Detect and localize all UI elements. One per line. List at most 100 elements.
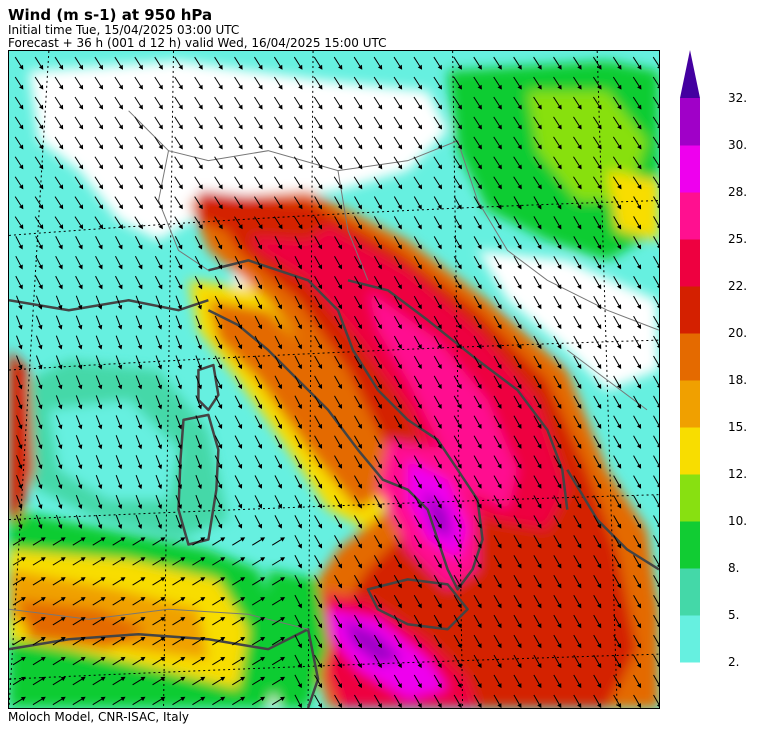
wind-arrow-head: [58, 84, 64, 90]
wind-arrow-head: [118, 124, 124, 130]
wind-arrow-head: [477, 523, 482, 529]
wind-arrow-head: [297, 463, 302, 469]
wind-arrow-head: [417, 104, 423, 110]
wind-arrow-head: [357, 663, 362, 669]
wind-arrow-head: [517, 324, 522, 330]
wind-arrow-head: [237, 443, 243, 449]
wind-arrow-head: [537, 403, 542, 409]
wind-arrow-head: [238, 164, 243, 170]
wind-arrow-head: [437, 623, 442, 629]
wind-arrow-head: [277, 304, 282, 310]
wind-arrow-head: [497, 643, 502, 649]
wind-arrow-head: [477, 703, 482, 708]
wind-arrow-head: [120, 557, 126, 562]
wind-arrow-head: [397, 304, 402, 310]
wind-arrow-head: [497, 84, 502, 90]
map-title: Wind (m s-1) at 950 hPa: [8, 6, 213, 24]
wind-arrow-head: [240, 636, 246, 642]
wind-arrow-head: [217, 443, 223, 449]
wind-arrow: [653, 535, 659, 546]
wind-arrow-head: [656, 325, 659, 328]
wind-arrow-head: [38, 84, 44, 90]
wind-arrow-head: [137, 504, 143, 510]
wind-arrow-head: [257, 384, 263, 390]
wind-arrow-head: [200, 577, 206, 582]
wind-arrow-head: [537, 264, 542, 270]
wind-arrow-head: [297, 404, 302, 410]
wind-arrow-head: [377, 403, 382, 409]
wind-arrow-head: [656, 684, 659, 687]
wind-arrow-head: [656, 564, 659, 568]
wind-arrow-head: [337, 603, 343, 609]
wind-arrow-head: [220, 537, 226, 542]
wind-arrow-head: [397, 264, 402, 270]
wind-arrow-head: [537, 563, 542, 569]
wind-arrow-head: [197, 264, 203, 270]
wind-arrow-head: [118, 64, 124, 70]
wind-arrow-head: [577, 264, 582, 270]
colorbar-swatch: [680, 521, 700, 569]
wind-arrow-head: [337, 523, 343, 529]
wind-arrow-head: [237, 503, 243, 509]
wind-arrow-head: [218, 84, 223, 90]
wind-arrow-head: [557, 663, 562, 669]
model-credit: Moloch Model, CNR-ISAC, Italy: [8, 710, 190, 724]
wind-arrow-head: [437, 364, 442, 370]
wind-arrow-head: [140, 537, 146, 542]
wind-arrow-head: [617, 104, 622, 110]
wind-arrow-head: [417, 563, 422, 569]
wind-arrow-head: [377, 463, 382, 469]
wind-arrow-head: [118, 244, 123, 250]
wind-arrow-head: [80, 656, 86, 662]
wind-arrow-head: [397, 403, 402, 409]
wind-arrow-head: [98, 244, 103, 250]
wind-arrow-head: [117, 484, 123, 490]
wind-arrow-head: [18, 504, 23, 510]
wind-arrow-head: [60, 557, 66, 562]
wind-arrow-head: [557, 523, 562, 529]
colorbar-label: 2.: [728, 655, 739, 669]
wind-arrow-head: [497, 344, 502, 350]
wind-arrow-head: [656, 245, 659, 249]
wind-arrow-head: [397, 423, 402, 429]
wind-arrow-head: [636, 224, 642, 230]
wind-arrow-head: [257, 364, 263, 370]
wind-arrow-head: [40, 636, 46, 642]
wind-arrow-head: [437, 583, 442, 589]
wind-arrow: [653, 295, 659, 307]
wind-arrow-head: [636, 463, 642, 469]
wind-arrow-head: [98, 284, 103, 290]
wind-arrow-head: [317, 364, 323, 370]
wind-arrow-head: [397, 623, 402, 629]
wind-arrow-head: [138, 184, 143, 190]
wind-arrow-head: [636, 324, 642, 330]
wind-arrow-head: [297, 324, 302, 330]
italy-coastline: [207, 259, 484, 591]
wind-arrow-head: [278, 144, 283, 150]
wind-arrow-head: [118, 204, 124, 210]
wind-arrow-head: [357, 104, 363, 110]
wind-arrow-head: [80, 617, 86, 622]
wind-arrow-head: [417, 284, 422, 290]
wind-arrow-head: [97, 364, 103, 370]
wind-arrow-head: [238, 204, 243, 210]
wind-arrow-head: [636, 623, 642, 629]
wind-arrow-head: [18, 204, 24, 210]
wind-arrow-head: [98, 224, 104, 230]
wind-arrow-head: [337, 403, 343, 409]
wind-arrow-head: [477, 503, 482, 509]
wind-arrow-head: [517, 344, 522, 350]
wind-arrow-head: [197, 304, 202, 310]
wind-arrow-head: [100, 597, 106, 602]
wind-arrow-head: [278, 164, 283, 170]
wind-arrow-head: [317, 384, 323, 389]
wind-arrow-head: [377, 683, 382, 689]
wind-arrow-head: [197, 464, 202, 470]
wind-arrow-head: [477, 84, 482, 90]
wind-arrow-head: [297, 284, 302, 290]
wind-arrow-head: [437, 443, 442, 449]
wind-arrow-head: [437, 643, 442, 649]
wind-arrow-head: [177, 404, 182, 410]
wind-arrow-head: [258, 184, 263, 190]
sicily: [366, 578, 469, 631]
